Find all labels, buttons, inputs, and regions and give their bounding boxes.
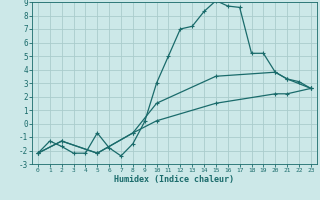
X-axis label: Humidex (Indice chaleur): Humidex (Indice chaleur) (115, 175, 234, 184)
